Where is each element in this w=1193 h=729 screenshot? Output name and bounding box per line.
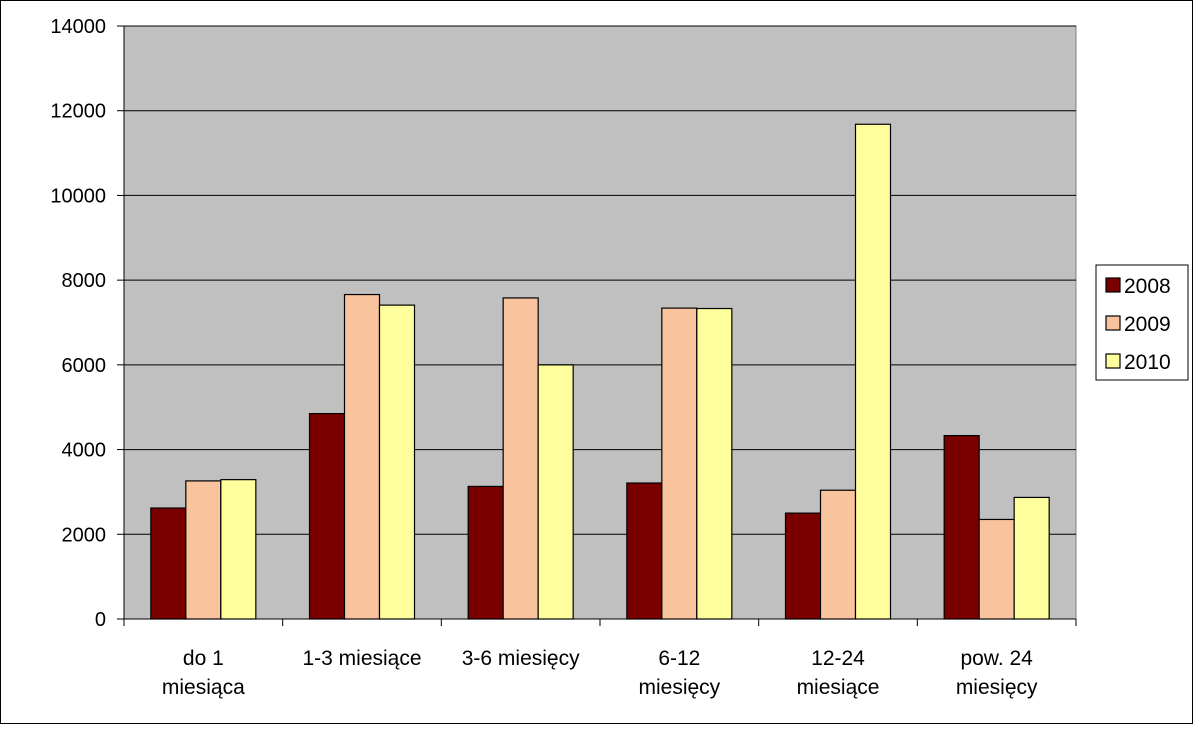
bar-2009-2 bbox=[343, 293, 381, 620]
bar-2010-1 bbox=[220, 479, 257, 620]
plot-area bbox=[123, 25, 1077, 620]
y-tick-label: 12000 bbox=[50, 101, 106, 123]
legend-swatch-2008 bbox=[1105, 277, 1121, 293]
legend-label-2008: 2008 bbox=[1124, 275, 1171, 298]
bar-2010-5 bbox=[854, 123, 892, 620]
x-tick-label: miesięcy bbox=[638, 676, 720, 699]
legend-label-2010: 2010 bbox=[1124, 351, 1171, 374]
bar-2008-3 bbox=[467, 485, 504, 620]
x-tick-label: 1-3 miesiące bbox=[302, 647, 421, 670]
y-tick-label: 14000 bbox=[50, 16, 106, 38]
bar-2008-6 bbox=[943, 434, 980, 620]
y-tick-label: 2000 bbox=[62, 524, 107, 546]
y-tick-label: 6000 bbox=[62, 355, 107, 377]
bar-2010-6 bbox=[1013, 496, 1050, 620]
bar-2009-5 bbox=[819, 489, 857, 620]
x-tick-label: miesięcy bbox=[956, 676, 1038, 699]
x-tick-label: miesiąca bbox=[162, 676, 245, 699]
legend-swatch-2009 bbox=[1105, 315, 1121, 331]
legend-label-2009: 2009 bbox=[1124, 313, 1171, 336]
x-tick-label: miesiące bbox=[797, 676, 880, 699]
legend-swatch-2010 bbox=[1105, 353, 1121, 369]
bar-2009-6 bbox=[978, 518, 1015, 620]
x-tick-label: pow. 24 bbox=[960, 647, 1033, 670]
y-tick-label: 4000 bbox=[62, 440, 107, 462]
bar-2009-3 bbox=[502, 297, 539, 620]
bar-2009-4 bbox=[661, 307, 698, 620]
bar-2008-1 bbox=[150, 507, 187, 620]
bar-2008-4 bbox=[626, 482, 663, 620]
bar-2010-4 bbox=[696, 307, 733, 620]
y-tick-label: 10000 bbox=[50, 185, 106, 207]
x-tick-label: 3-6 miesięcy bbox=[462, 647, 580, 670]
bar-2010-2 bbox=[378, 304, 416, 620]
bar-2010-3 bbox=[537, 364, 574, 620]
x-tick-label: 12-24 bbox=[811, 647, 865, 670]
y-tick-label: 0 bbox=[95, 609, 106, 631]
bar-2009-1 bbox=[185, 480, 222, 620]
y-tick-label: 8000 bbox=[62, 270, 107, 292]
bar-2008-5 bbox=[784, 512, 822, 620]
x-tick-label: do 1 bbox=[183, 647, 224, 670]
x-tick-label: 6-12 bbox=[658, 647, 700, 670]
bar-2008-2 bbox=[308, 412, 346, 620]
